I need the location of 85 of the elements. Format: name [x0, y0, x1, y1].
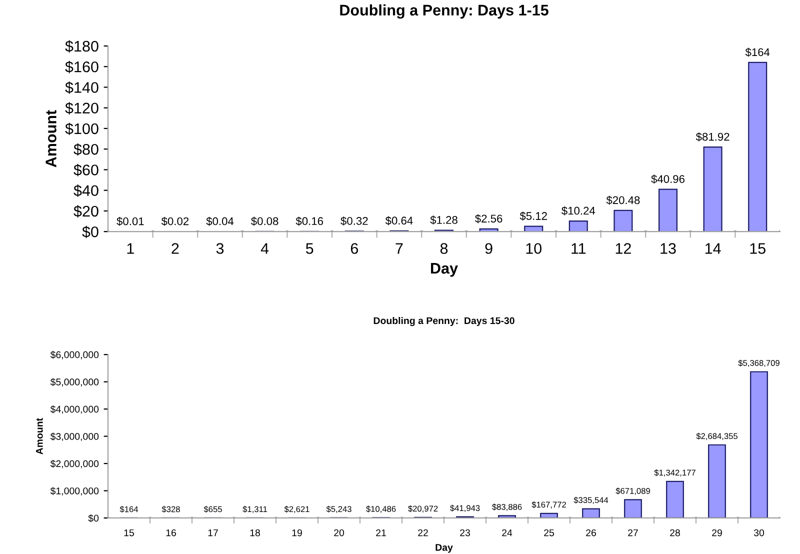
y-tick-label: $160: [65, 60, 98, 74]
data-label: $0.04: [206, 216, 234, 226]
y-axis-title: Amount: [36, 418, 43, 454]
y-tick-label: $60: [74, 164, 98, 176]
y-tick-label: $0: [82, 226, 98, 238]
chart-title: Doubling a Penny: Days 1-15: [340, 4, 548, 19]
x-tick-label: 15: [124, 529, 134, 536]
x-tick-label: 5: [306, 243, 314, 254]
data-label: $5.12: [520, 212, 547, 221]
x-tick-label: 21: [376, 529, 386, 536]
data-label: $0.64: [385, 216, 413, 226]
data-label: $41,943: [450, 504, 480, 512]
x-tick-label: 28: [670, 529, 680, 536]
y-tick-label: $180: [65, 40, 98, 53]
data-label: $164: [120, 506, 138, 513]
data-label: $167,772: [532, 501, 566, 509]
data-label: $40.96: [651, 174, 685, 184]
y-tick-label: $120: [65, 102, 98, 114]
x-tick-label: 29: [712, 529, 722, 536]
data-label: $0.08: [251, 216, 278, 226]
y-tick-label: $40: [74, 184, 98, 197]
data-label: $0.01: [116, 216, 144, 226]
x-tick-label: 20: [334, 529, 344, 536]
y-tick-label: $5,000,000: [50, 378, 99, 387]
x-tick-label: 19: [292, 529, 302, 536]
x-tick-label: 27: [628, 529, 638, 536]
y-tick-label: $80: [74, 143, 98, 156]
x-tick-label: 3: [216, 243, 224, 254]
x-tick-label: 6: [350, 243, 358, 254]
data-label: $0.16: [296, 216, 324, 226]
x-tick-label: 10: [526, 243, 542, 254]
y-axis-title: Amount: [46, 110, 56, 168]
data-label: $335,544: [574, 496, 608, 504]
data-label: $671,089: [616, 488, 650, 495]
data-label: $1,342,177: [654, 469, 696, 477]
x-tick-label: 11: [572, 243, 586, 254]
x-tick-label: 8: [440, 243, 448, 254]
x-tick-label: 25: [544, 529, 554, 536]
x-tick-label: 23: [460, 529, 470, 536]
y-tick-label: $3,000,000: [50, 432, 99, 442]
x-tick-label: 18: [250, 529, 260, 536]
x-axis-title: Day: [436, 544, 453, 553]
data-label: $1,311: [242, 506, 268, 514]
x-axis-title: Day: [431, 263, 458, 277]
x-tick-label: 4: [260, 243, 269, 254]
y-tick-label: $100: [65, 122, 98, 136]
y-tick-label: $6,000,000: [50, 350, 99, 360]
x-tick-label: 14: [705, 243, 721, 254]
data-label: $0.02: [161, 216, 189, 226]
data-label: $20,972: [408, 505, 438, 513]
x-tick-label: 16: [166, 529, 176, 536]
x-tick-label: 24: [502, 529, 512, 536]
x-tick-label: 13: [660, 243, 676, 254]
data-label: $83,886: [492, 504, 522, 511]
data-label: $655: [204, 506, 222, 513]
y-tick-label: $140: [65, 81, 98, 94]
data-label: $328: [162, 506, 180, 513]
data-label: $2.56: [475, 214, 502, 224]
x-tick-label: 9: [485, 243, 492, 254]
data-label: $5,368,709: [738, 360, 780, 367]
x-tick-label: 1: [127, 243, 134, 254]
data-label: $0.32: [340, 216, 368, 226]
y-tick-label: $2,000,000: [50, 460, 99, 468]
data-label: $164: [745, 48, 770, 57]
data-label: $20.48: [606, 196, 640, 205]
y-tick-label: $4,000,000: [50, 405, 99, 414]
x-tick-label: 7: [396, 243, 403, 254]
data-label: $10,486: [366, 506, 396, 513]
y-tick-label: $20: [74, 205, 98, 218]
x-tick-label: 15: [750, 243, 766, 254]
data-label: $10.24: [562, 206, 596, 216]
data-label: $5,243: [326, 506, 352, 514]
x-tick-label: 2: [172, 243, 179, 254]
x-tick-label: 26: [586, 529, 596, 536]
y-tick-label: $1,000,000: [50, 487, 99, 496]
y-tick-label: $0: [88, 514, 99, 522]
chart-title: Doubling a Penny: Days 15-30: [374, 316, 514, 326]
data-label: $2,684,355: [696, 432, 738, 440]
data-label: $81.92: [696, 132, 730, 142]
data-label: $1.28: [430, 216, 458, 225]
x-tick-label: 22: [418, 529, 428, 536]
x-tick-label: 30: [754, 529, 764, 536]
x-tick-label: 12: [616, 243, 631, 254]
x-tick-label: 17: [208, 529, 218, 536]
data-label: $2,621: [284, 506, 310, 514]
